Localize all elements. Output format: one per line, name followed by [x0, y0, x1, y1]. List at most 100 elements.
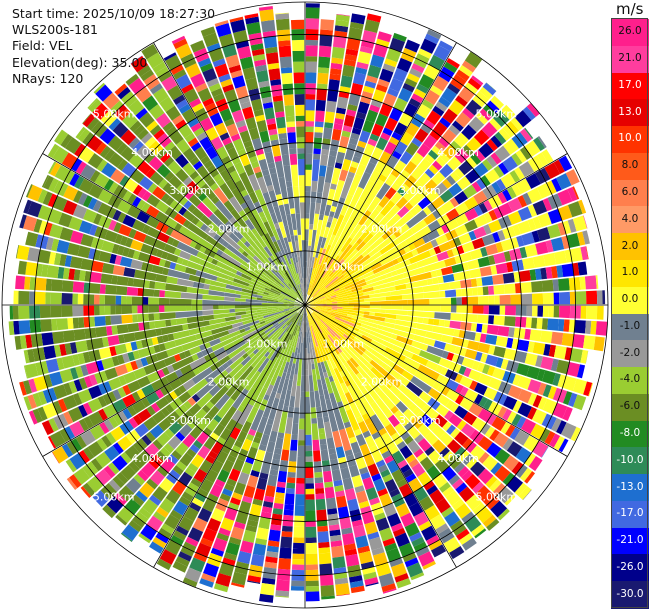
velocity-cell: [200, 537, 214, 548]
velocity-cell: [207, 405, 220, 419]
range-ring-label: 4.00km: [131, 452, 173, 465]
velocity-cell: [184, 190, 194, 200]
velocity-cell: [326, 299, 332, 302]
velocity-cell: [241, 334, 262, 350]
velocity-cell: [495, 178, 507, 191]
velocity-cell: [438, 241, 452, 253]
velocity-cell: [451, 478, 464, 490]
velocity-cell: [368, 258, 380, 267]
velocity-cell: [189, 425, 203, 440]
velocity-cell: [305, 391, 310, 397]
velocity-cell: [43, 175, 54, 190]
velocity-cell: [149, 424, 164, 439]
velocity-cell: [531, 280, 543, 293]
velocity-cell: [206, 517, 221, 533]
velocity-cell: [458, 365, 467, 375]
velocity-cell: [405, 473, 417, 483]
velocity-cell: [451, 336, 464, 347]
velocity-cell: [284, 305, 305, 314]
velocity-cell: [455, 394, 465, 405]
velocity-cell: [188, 274, 206, 284]
velocity-cell: [417, 364, 440, 381]
velocity-cell: [196, 165, 210, 179]
velocity-cell: [230, 70, 243, 79]
velocity-cell: [197, 356, 219, 373]
velocity-cell: [310, 331, 317, 348]
velocity-cell: [134, 423, 150, 438]
velocity-cell: [140, 243, 154, 255]
velocity-cell: [263, 423, 273, 436]
velocity-cell: [518, 486, 532, 500]
velocity-cell: [376, 389, 396, 410]
velocity-cell: [276, 481, 286, 488]
velocity-cell: [298, 440, 305, 446]
velocity-cell: [493, 284, 505, 295]
velocity-cell: [253, 436, 262, 444]
velocity-cell: [318, 255, 330, 277]
colorbar-swatch: [611, 340, 649, 368]
velocity-cell: [276, 325, 288, 339]
velocity-cell: [246, 339, 265, 356]
velocity-cell: [257, 314, 264, 318]
velocity-cell: [281, 360, 287, 367]
velocity-cell: [146, 120, 159, 132]
velocity-cell: [385, 309, 408, 316]
velocity-cell: [405, 282, 412, 289]
velocity-cell: [28, 410, 38, 425]
velocity-cell: [239, 171, 255, 194]
velocity-cell: [178, 123, 193, 139]
velocity-cell: [461, 470, 473, 482]
velocity-cell: [569, 247, 583, 262]
velocity-cell: [264, 232, 278, 254]
velocity-cell: [298, 429, 305, 441]
velocity-cell: [168, 175, 183, 189]
velocity-cell: [580, 305, 587, 319]
velocity-cell: [301, 305, 305, 327]
velocity-cell: [267, 301, 284, 304]
velocity-cell: [350, 585, 365, 594]
velocity-cell: [279, 465, 288, 472]
velocity-cell: [367, 138, 378, 147]
velocity-cell: [159, 312, 176, 320]
velocity-cell: [582, 230, 590, 245]
velocity-cell: [185, 63, 201, 79]
velocity-cell: [277, 399, 285, 411]
velocity-cell: [197, 87, 212, 103]
velocity-cell: [107, 462, 120, 475]
velocity-cell: [131, 296, 143, 305]
velocity-cell: [190, 416, 200, 426]
velocity-cell: [353, 117, 365, 130]
velocity-cell: [202, 498, 217, 513]
velocity-cell: [523, 435, 539, 452]
velocity-cell: [197, 237, 219, 254]
velocity-cell: [255, 351, 262, 358]
velocity-cell: [174, 263, 187, 273]
velocity-cell: [472, 305, 484, 314]
velocity-cell: [278, 132, 287, 140]
velocity-cell: [390, 270, 398, 277]
velocity-cell: [360, 323, 372, 331]
velocity-cell: [351, 267, 373, 281]
velocity-cell: [541, 370, 556, 385]
velocity-cell: [83, 282, 90, 294]
velocity-cell: [567, 392, 578, 407]
velocity-cell: [349, 226, 367, 246]
velocity-cell: [160, 324, 184, 335]
velocity-cell: [463, 330, 476, 341]
velocity-cell: [507, 197, 523, 212]
velocity-cell: [211, 195, 220, 205]
velocity-cell: [283, 333, 292, 350]
velocity-cell: [29, 276, 36, 291]
velocity-cell: [115, 305, 122, 315]
velocity-cell: [516, 339, 530, 352]
velocity-cell: [446, 57, 460, 69]
velocity-cell: [318, 552, 332, 565]
velocity-cell: [314, 346, 321, 364]
velocity-cell: [417, 172, 431, 187]
velocity-cell: [330, 534, 342, 542]
velocity-cell: [186, 420, 197, 430]
velocity-cell: [229, 427, 241, 440]
velocity-cell: [289, 363, 296, 380]
velocity-cell: [145, 205, 160, 218]
velocity-cell: [477, 468, 494, 485]
